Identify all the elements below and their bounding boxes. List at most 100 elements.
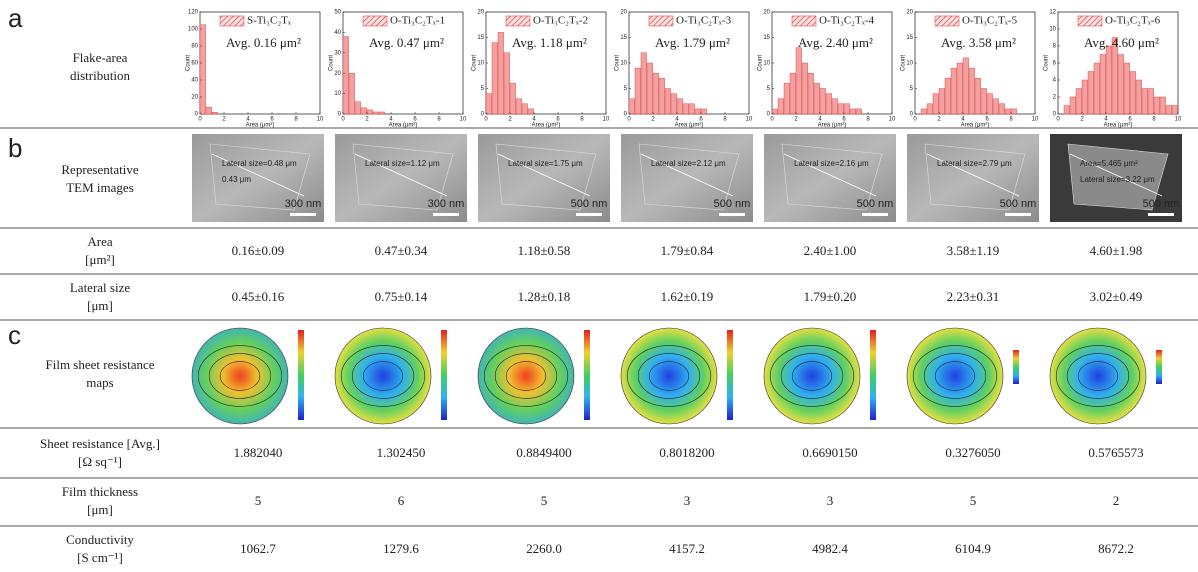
table-value: 0.8018200 <box>659 445 714 460</box>
histogram-bar <box>1154 97 1160 114</box>
histogram-bar <box>1142 89 1148 115</box>
histogram-bar <box>927 104 933 114</box>
y-tick-label: 5 <box>481 86 485 92</box>
table-value: 5 <box>970 493 977 508</box>
histogram-bar <box>528 109 534 114</box>
average-label: Avg. 0.47 μm² <box>369 35 444 50</box>
histogram-bar <box>784 83 790 114</box>
y-tick-label: 10 <box>334 91 341 97</box>
tem-annotation: 0.43 μm <box>222 175 251 184</box>
x-axis-label: Area (μm²) <box>818 123 847 129</box>
legend-swatch <box>220 16 244 26</box>
histogram-bar <box>921 109 927 114</box>
row-label: Film sheet resistance <box>45 357 154 372</box>
table-value: 0.16±0.09 <box>232 243 285 258</box>
table-value: 0.45±0.16 <box>232 289 285 304</box>
histogram-bar <box>683 104 689 114</box>
x-tick-label: 8 <box>580 117 584 123</box>
scale-bar <box>576 213 602 216</box>
histogram-bar <box>206 107 212 114</box>
histogram-bar <box>975 78 981 114</box>
table-value: 1279.6 <box>383 541 419 556</box>
x-tick-label: 8 <box>437 117 441 123</box>
row-label: maps <box>86 375 113 390</box>
scale-bar <box>719 213 745 216</box>
histogram-bar <box>808 73 814 114</box>
x-tick-label: 10 <box>603 117 610 123</box>
color-bar <box>441 330 447 420</box>
tem-annotation: Lateral size=2.12 μm <box>651 159 726 168</box>
scale-bar <box>1005 213 1031 216</box>
table-value: 3 <box>684 493 691 508</box>
table-value: 1.882040 <box>234 445 283 460</box>
y-tick-label: 6 <box>1053 61 1057 67</box>
color-bar <box>1013 350 1019 384</box>
tem-annotation: Lateral size=2.79 μm <box>937 159 1012 168</box>
y-tick-label: 40 <box>191 78 198 84</box>
histogram-bar <box>993 99 999 114</box>
x-axis-label: Area (μm²) <box>389 123 418 129</box>
y-tick-label: 5 <box>624 86 628 92</box>
histogram-bar <box>1130 72 1136 115</box>
table-value: 5 <box>541 493 548 508</box>
histogram-bar <box>343 36 349 114</box>
histogram-bar <box>1148 89 1154 115</box>
histogram-bar <box>486 94 492 114</box>
color-bar <box>298 330 304 420</box>
histogram-bar <box>373 112 379 114</box>
histogram-bar <box>999 104 1005 114</box>
table-value: 1.62±0.19 <box>661 289 714 304</box>
plot-frame <box>343 12 463 114</box>
resistance-map <box>192 328 288 424</box>
table-value: 1.79±0.20 <box>804 289 857 304</box>
legend-swatch <box>935 16 959 26</box>
tem-annotation: Lateral size=0.48 μm <box>222 159 297 168</box>
y-tick-label: 2 <box>1053 95 1057 101</box>
row-label: [μm] <box>87 298 113 313</box>
y-axis-label: Count <box>329 55 335 71</box>
legend-label: O-Ti₃C₂Tₓ-6 <box>1105 15 1161 27</box>
histogram-bar <box>796 48 802 114</box>
resistance-map <box>1050 328 1146 424</box>
histogram-bar <box>659 78 665 114</box>
legend-label: O-Ti₃C₂Tₓ-5 <box>962 15 1018 27</box>
y-tick-label: 30 <box>334 50 341 56</box>
legend-swatch <box>1078 16 1102 26</box>
legend-swatch <box>792 16 816 26</box>
y-tick-label: 20 <box>334 71 341 77</box>
histogram-bar <box>629 99 635 114</box>
histogram-bar <box>665 89 671 115</box>
x-tick-label: 8 <box>866 117 870 123</box>
histogram-bar <box>522 104 528 114</box>
table-value: 3 <box>827 493 834 508</box>
histogram-bar <box>498 32 504 114</box>
x-axis-label: Area (μm²) <box>961 123 990 129</box>
histogram-bar <box>355 102 361 114</box>
average-label: Avg. 4.60 μm² <box>1084 35 1159 50</box>
scale-bar <box>290 213 316 216</box>
resistance-map <box>478 328 574 424</box>
histogram-bar <box>844 104 850 114</box>
table-value: 1.18±0.58 <box>518 243 571 258</box>
histogram-bar <box>1118 55 1124 115</box>
x-tick-label: 2 <box>937 117 941 123</box>
x-tick-label: 2 <box>508 117 512 123</box>
histogram-bar <box>212 112 218 114</box>
histogram-bar <box>516 99 522 114</box>
x-tick-label: 10 <box>1175 117 1182 123</box>
table-value: 0.47±0.34 <box>375 243 428 258</box>
histogram-bar <box>641 53 647 114</box>
table-value: 6104.9 <box>955 541 991 556</box>
scale-bar-label: 500 nm <box>1000 198 1037 210</box>
histogram-bar <box>349 73 355 114</box>
x-tick-label: 2 <box>222 117 226 123</box>
resistance-map <box>335 328 431 424</box>
y-tick-label: 8 <box>1053 44 1057 50</box>
row-label: Sheet resistance [Avg.] <box>40 436 160 451</box>
x-tick-label: 2 <box>365 117 369 123</box>
histogram-bar <box>1076 89 1082 115</box>
y-tick-label: 100 <box>188 27 199 33</box>
row-label: [S cm⁻¹] <box>77 550 123 565</box>
histogram-bar <box>677 99 683 114</box>
table-value: 2 <box>1113 493 1120 508</box>
